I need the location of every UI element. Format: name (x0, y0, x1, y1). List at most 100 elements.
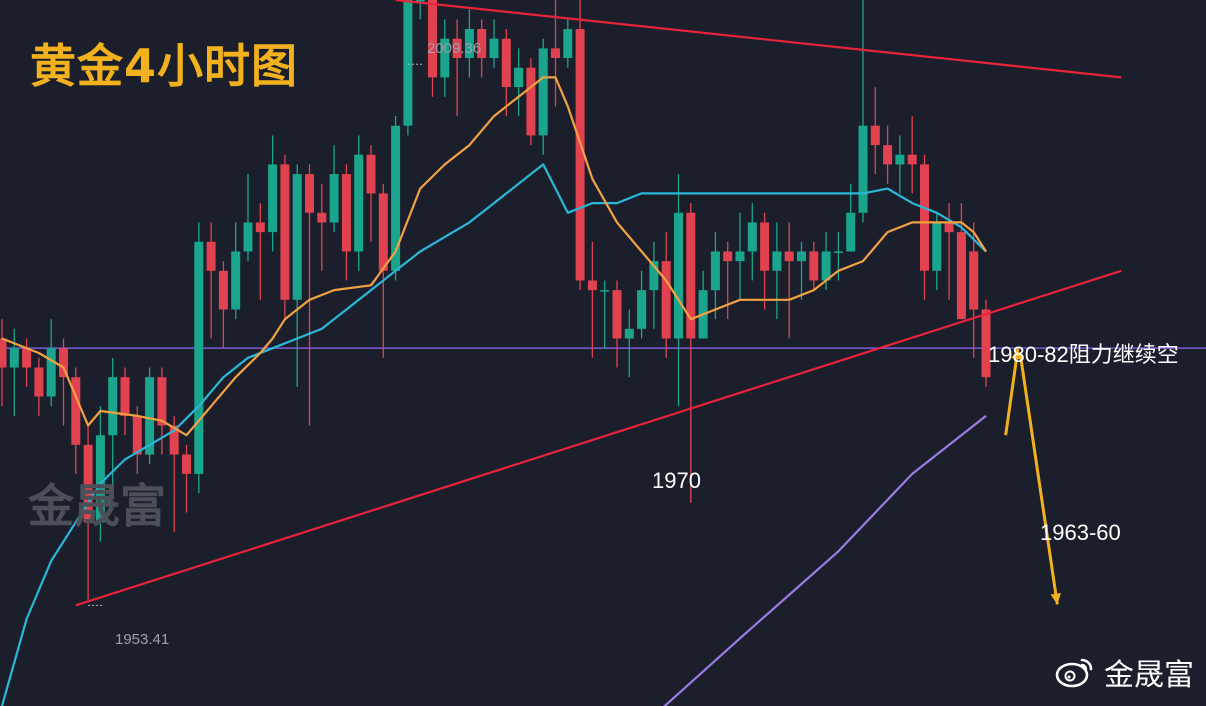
candle-body (206, 241, 216, 271)
candle-body (944, 222, 954, 233)
candle-body (255, 222, 265, 233)
candle-body (747, 222, 757, 252)
candle-body (403, 0, 413, 126)
candle-body (907, 154, 917, 165)
candle-body (464, 29, 474, 59)
candle-body (231, 251, 241, 310)
trendline (395, 0, 1122, 79)
candle-body (218, 270, 228, 310)
up-arrow-shaft (1004, 347, 1020, 436)
candle-body (833, 251, 843, 253)
candle-body (649, 261, 659, 291)
candle-body (710, 251, 720, 291)
candle-body (686, 212, 696, 339)
candle-body (551, 48, 560, 59)
ma-short-line (1, 76, 987, 437)
candle-body (317, 212, 327, 223)
candle-body (428, 0, 437, 78)
candle-body (34, 367, 44, 397)
candle-body (194, 241, 204, 474)
ma-mid-line (0, 163, 987, 706)
candle-body (59, 348, 68, 378)
candle-body (563, 29, 573, 59)
candle-body (883, 145, 893, 165)
candle-body (145, 377, 155, 455)
candle-body (981, 309, 991, 378)
candle-body (514, 67, 524, 88)
down-arrow-head (1050, 592, 1061, 605)
candle-body (575, 29, 585, 281)
candle-body (108, 377, 118, 436)
up-arrow-head (1011, 348, 1022, 360)
candle-body (735, 251, 745, 262)
support-label: 1970 (652, 468, 701, 493)
down-arrow-shaft (1018, 351, 1059, 605)
candle-body (292, 174, 302, 300)
candle-body (661, 261, 671, 339)
resistance-label: 1980-82阻力继续空 (988, 342, 1179, 367)
candle-body (784, 251, 794, 262)
candle-body (120, 377, 130, 416)
candle-body (83, 444, 93, 523)
candle-body (895, 154, 905, 165)
candle-body (22, 348, 32, 368)
candle-body (280, 164, 290, 300)
ma-long-line (663, 415, 987, 706)
candle-body (760, 222, 770, 271)
high-label: 2009.36 (427, 40, 482, 57)
chart-title: 黄金4小时图 (30, 39, 299, 93)
candle-body (526, 67, 536, 136)
watermark: 金晟富 (28, 479, 166, 533)
candle-body (674, 212, 683, 339)
weibo-icon (1055, 658, 1093, 688)
candle-body (969, 251, 979, 310)
candle-body (440, 38, 450, 78)
candle-body (846, 212, 856, 252)
candle-body (956, 232, 966, 320)
brand-watermark: 金晟富 (1054, 650, 1194, 694)
candle-body (477, 29, 487, 59)
candle-body (71, 377, 81, 445)
trendline (75, 269, 1122, 607)
brand-name: 金晟富 (1104, 658, 1194, 693)
candle-body (378, 193, 388, 271)
candle-body (157, 377, 167, 426)
candle-body (305, 174, 314, 213)
candle-body (637, 290, 647, 329)
candle-body (612, 290, 622, 339)
candle-body (354, 154, 364, 252)
candle-body (415, 0, 425, 2)
candle-body (132, 415, 142, 455)
candle-body (341, 174, 351, 252)
candle-body (9, 348, 19, 368)
candle-body (182, 454, 191, 474)
candle-body (538, 48, 548, 136)
candle-body (920, 164, 929, 271)
low-label: 1953.41 (115, 631, 170, 648)
candle-body (243, 222, 253, 252)
candle-body (0, 338, 7, 368)
candle-body (329, 174, 339, 223)
candle-body (452, 38, 462, 59)
candle-body (501, 38, 511, 88)
candle-body (169, 425, 179, 455)
candle-body (858, 125, 868, 213)
candle-body (809, 251, 819, 281)
candle-body (723, 251, 733, 262)
candle-body (46, 348, 56, 397)
candle-body (95, 435, 105, 523)
candle-body (366, 154, 376, 194)
candle-body (624, 328, 634, 339)
candle-body (268, 164, 278, 233)
candle-body (821, 251, 831, 281)
candle-body (772, 251, 782, 271)
target-label: 1963-60 (1040, 520, 1121, 545)
candle-body (932, 222, 942, 271)
candle-body (587, 280, 597, 291)
candle-body (391, 125, 401, 271)
candle-body (870, 125, 880, 146)
candle-body (600, 290, 610, 292)
candle-body (489, 38, 499, 59)
